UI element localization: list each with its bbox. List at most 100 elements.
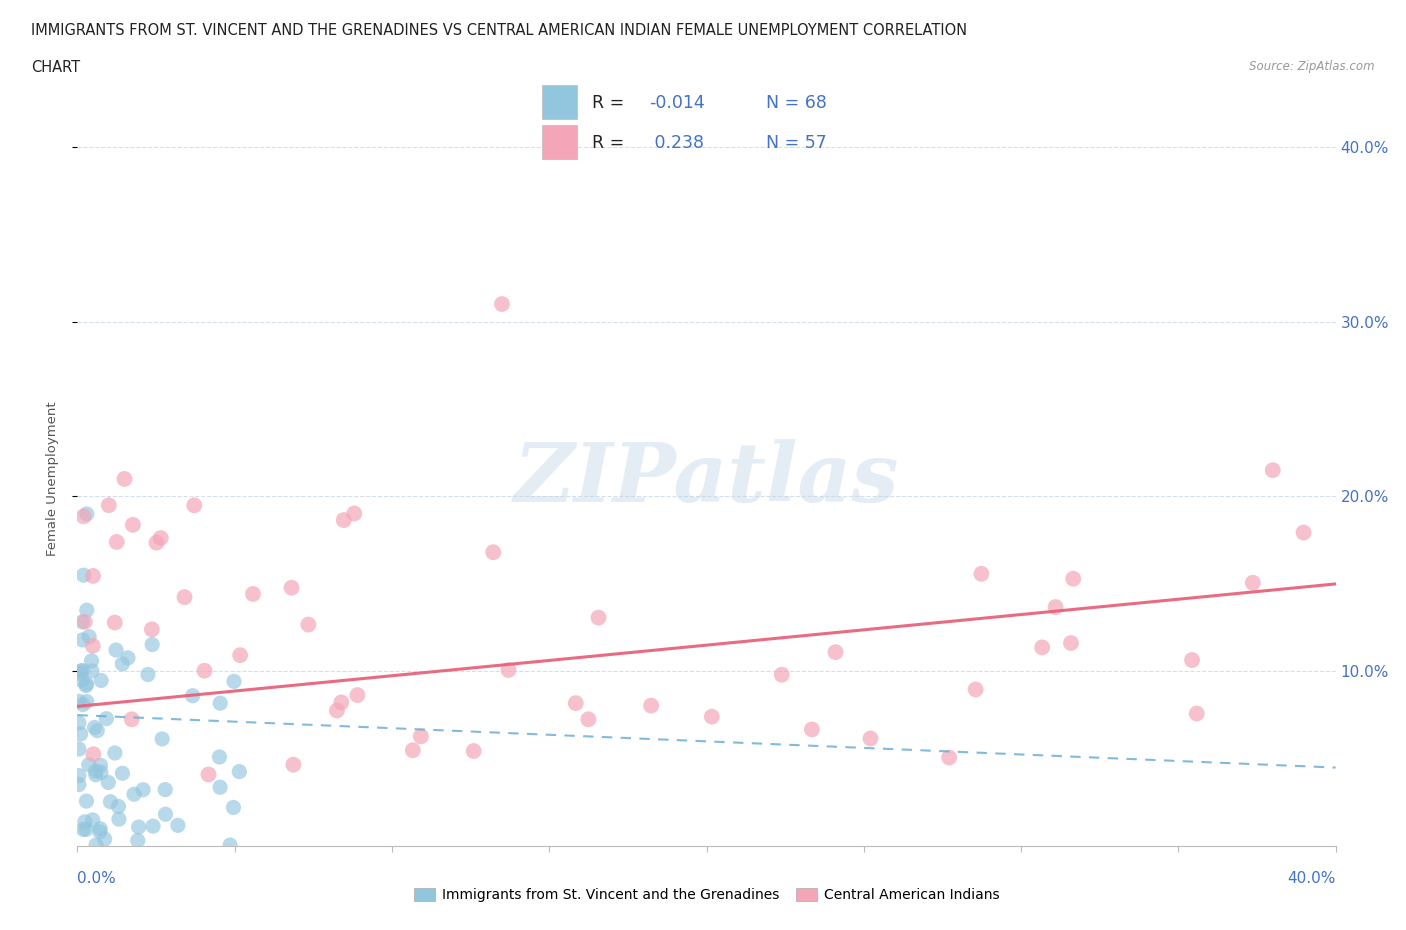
Point (463, 744, 485, 759)
Point (1031, 640, 1053, 655)
Text: CHART: CHART (31, 60, 80, 75)
Point (84, 767, 107, 782)
Point (173, 590, 195, 604)
Point (72, 698, 94, 712)
Point (77, 630, 100, 644)
Point (67, 777, 90, 792)
Text: 0.238: 0.238 (648, 134, 704, 152)
Point (1045, 600, 1067, 615)
Point (770, 667, 793, 682)
Point (209, 696, 232, 711)
Point (100, 794, 122, 809)
Point (1339, 682, 1361, 697)
Point (219, 838, 242, 853)
Point (700, 710, 723, 724)
Point (90, 764, 112, 779)
Point (149, 531, 172, 546)
Point (76, 603, 98, 618)
Text: R =: R = (592, 134, 624, 152)
Point (498, 662, 520, 677)
Point (142, 818, 165, 833)
Point (75, 822, 97, 837)
Point (76, 677, 98, 692)
Point (105, 535, 128, 550)
Point (97, 498, 120, 512)
Point (297, 618, 319, 632)
Point (96, 711, 118, 726)
Point (122, 787, 145, 802)
Point (80, 663, 103, 678)
Point (970, 566, 993, 581)
Point (800, 722, 823, 737)
Point (564, 696, 586, 711)
Point (105, 643, 128, 658)
Point (193, 663, 215, 678)
Text: N = 57: N = 57 (766, 134, 827, 152)
Point (89, 821, 111, 836)
Bar (543, 125, 576, 159)
Point (229, 648, 252, 663)
Point (640, 698, 662, 713)
Point (75, 793, 97, 808)
Point (859, 731, 882, 746)
Point (108, 812, 131, 827)
Text: 0.0%: 0.0% (77, 871, 117, 886)
Point (576, 711, 599, 726)
Point (330, 695, 353, 710)
Point (346, 687, 368, 702)
Point (228, 764, 250, 779)
Point (80, 654, 103, 669)
Point (67, 715, 90, 730)
Text: 40.0%: 40.0% (1288, 871, 1336, 886)
Point (69, 726, 91, 741)
Point (208, 750, 231, 764)
Point (82, 568, 104, 583)
Point (67, 741, 90, 756)
Point (1292, 525, 1315, 540)
Point (141, 622, 163, 637)
Point (89, 758, 111, 773)
Point (197, 767, 219, 782)
Text: R =: R = (592, 94, 624, 112)
Point (1261, 463, 1284, 478)
Point (114, 472, 136, 486)
Point (93, 831, 115, 846)
Point (332, 512, 354, 527)
Point (75, 678, 97, 693)
Point (136, 667, 159, 682)
Point (242, 587, 264, 602)
Point (72, 509, 94, 524)
Text: N = 68: N = 68 (766, 94, 827, 112)
Point (84, 764, 107, 778)
Point (76, 507, 98, 522)
Point (111, 657, 134, 671)
Point (409, 729, 432, 744)
Point (181, 688, 204, 703)
Point (107, 799, 129, 814)
Point (111, 765, 134, 780)
Legend: Immigrants from St. Vincent and the Grenadines, Central American Indians: Immigrants from St. Vincent and the Gren… (406, 881, 1007, 910)
Point (82, 813, 104, 828)
Point (326, 703, 349, 718)
Point (491, 297, 513, 312)
Point (67, 768, 90, 783)
Point (97, 775, 120, 790)
Point (121, 711, 143, 726)
Point (402, 743, 425, 758)
Point (155, 807, 177, 822)
Point (1060, 635, 1083, 650)
Point (132, 782, 155, 797)
Point (128, 819, 150, 834)
Point (76, 694, 98, 709)
Point (209, 779, 232, 794)
Point (280, 580, 302, 595)
Point (86, 724, 108, 738)
Point (82, 638, 104, 653)
Point (141, 637, 163, 652)
Point (104, 615, 127, 630)
Y-axis label: Female Unemployment: Female Unemployment (46, 402, 59, 556)
Point (104, 746, 127, 761)
Point (67, 694, 90, 709)
Point (73, 615, 96, 630)
Point (69, 666, 91, 681)
